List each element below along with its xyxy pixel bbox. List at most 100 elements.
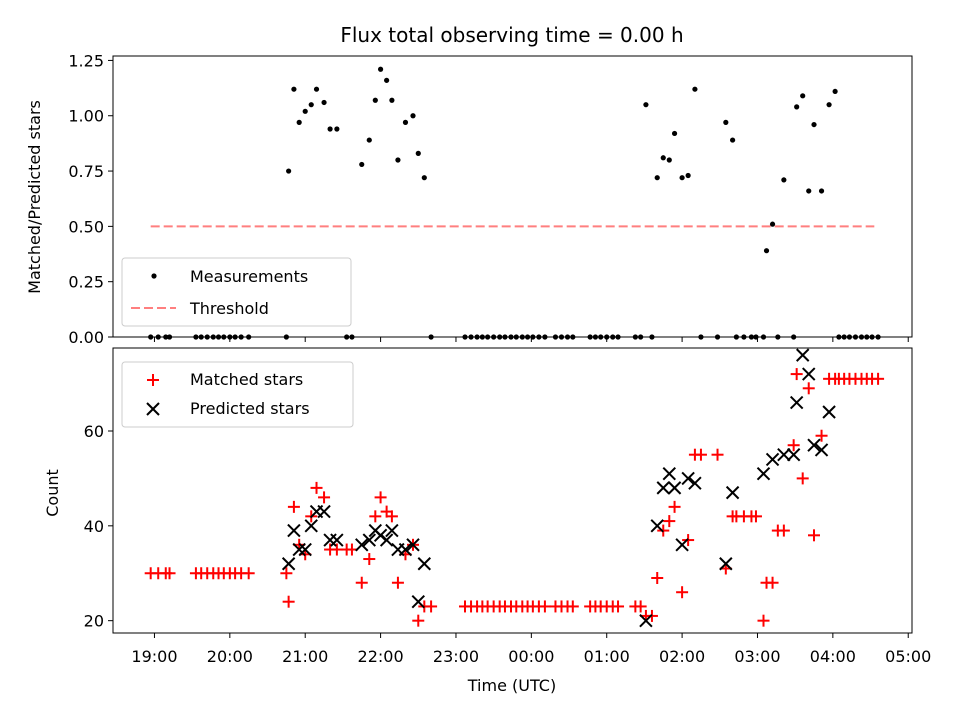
matched-star-point <box>280 567 293 580</box>
top-y-tick-label: 1.25 <box>68 51 104 70</box>
measurement-point <box>421 175 427 181</box>
top-legend-box <box>121 257 352 327</box>
predicted-star-point <box>406 538 420 552</box>
top-x-ticks <box>153 337 909 342</box>
bottom-x-tick-label: 02:00 <box>659 647 705 666</box>
matched-star-point <box>425 600 438 613</box>
matched-star-point <box>815 429 828 442</box>
matched-star-point <box>711 448 724 461</box>
predicted-star-point <box>639 613 653 628</box>
measurement-point <box>410 113 416 119</box>
matched-star-point <box>766 576 779 589</box>
predicted-star-point <box>807 438 821 452</box>
matched-star-point <box>566 600 579 613</box>
measurement-point <box>389 97 395 103</box>
measurement-point <box>826 102 832 108</box>
measurement-point <box>666 157 672 163</box>
top-y-axis-label: Matched/Predicted stars <box>25 100 44 294</box>
bottom-x-tick-label: 00:00 <box>508 647 554 666</box>
predicted-star-point <box>756 466 771 481</box>
bottom-x-tick-label: 04:00 <box>810 647 856 666</box>
measurement-point <box>806 188 812 194</box>
measurement-point <box>660 155 666 161</box>
measurement-point <box>286 168 292 174</box>
bottom-plot-marks <box>144 348 885 628</box>
predicted-star-point <box>355 538 369 552</box>
measurement-point <box>723 119 729 125</box>
matched-star-point <box>369 510 382 523</box>
predicted-star-point <box>656 481 670 495</box>
legend-matched-label: Matched stars <box>190 370 303 389</box>
measurement-point <box>671 130 678 137</box>
predicted-star-point <box>822 405 836 419</box>
measurement-point <box>372 97 378 103</box>
bottom-axes-frame <box>112 347 913 634</box>
bottom-y-ticks: 20 40 60 <box>84 422 113 631</box>
top-y-ticks: 0.00 0.25 0.50 0.75 1.00 1.25 <box>68 51 113 347</box>
top-y-tick-label: 0.75 <box>68 162 104 181</box>
predicted-star-point <box>681 471 695 486</box>
measurement-point <box>321 99 327 106</box>
predicted-star-point <box>281 557 296 571</box>
matched-star-point <box>374 491 387 504</box>
predicted-star-point <box>362 533 376 547</box>
measurement-point <box>291 86 297 92</box>
matched-star-point <box>777 524 790 537</box>
bottom-y-tick-label: 20 <box>84 612 104 631</box>
matched-star-point <box>318 491 331 504</box>
top-y-tick-label: 1.00 <box>68 107 104 126</box>
matched-star-point <box>757 614 770 627</box>
legend-predicted-label: Predicted stars <box>190 399 310 418</box>
matched-star-point <box>412 614 425 627</box>
predicted-star-point <box>379 533 394 547</box>
matched-star-point <box>790 368 803 381</box>
bottom-legend-box <box>121 361 354 428</box>
matched-star-point <box>163 567 176 580</box>
measurement-point <box>794 104 800 110</box>
bottom-x-tick-label: 03:00 <box>734 647 780 666</box>
matched-star-point <box>385 510 398 523</box>
matched-star-point <box>651 571 664 584</box>
predicted-star-point <box>688 476 702 490</box>
measurement-point <box>692 86 698 92</box>
bottom-x-tick-label: 01:00 <box>584 647 630 666</box>
measurement-point <box>818 188 825 194</box>
predicted-star-point <box>675 538 689 552</box>
predicted-star-point <box>662 466 676 481</box>
predicted-star-point <box>411 594 425 609</box>
measurement-point <box>811 121 817 128</box>
chart-title: Flux total observing time = 0.00 h <box>340 23 683 47</box>
measurement-point <box>359 161 365 168</box>
legend-predicted-marker <box>146 402 160 416</box>
predicted-star-point <box>317 504 331 519</box>
legend-threshold-label: Threshold <box>189 299 269 318</box>
measurement-point <box>377 66 384 72</box>
top-y-tick-label: 0.00 <box>68 328 104 347</box>
matched-star-point <box>802 382 815 395</box>
predicted-star-point <box>777 447 791 462</box>
measurement-point <box>832 88 838 95</box>
top-y-tick-label: 0.50 <box>68 217 104 236</box>
measurement-point <box>730 137 736 143</box>
top-panel: Flux total observing time = 0.00 h Match… <box>25 23 913 347</box>
predicted-star-point <box>667 481 682 495</box>
bottom-x-tick-label: 22:00 <box>358 647 404 666</box>
bottom-panel: Count Time (UTC) 20 40 60 19:00 20:00 21:00 2… <box>43 347 931 695</box>
measurement-point <box>763 248 770 254</box>
predicted-star-point <box>786 447 801 462</box>
measurement-point <box>643 102 649 108</box>
predicted-star-point <box>789 395 804 410</box>
predicted-star-point <box>398 542 413 557</box>
predicted-star-point <box>292 542 306 557</box>
x-axis-label: Time (UTC) <box>467 676 556 695</box>
legend-measurements-label: Measurements <box>190 267 308 286</box>
matched-star-point <box>872 372 885 385</box>
predicted-star-point <box>725 485 740 500</box>
measurement-point <box>308 102 314 108</box>
matched-star-point <box>676 586 689 599</box>
matched-star-point <box>310 481 323 494</box>
predicted-star-point <box>802 367 816 381</box>
measurement-point <box>296 119 302 125</box>
legend-measurements-marker <box>151 273 157 279</box>
